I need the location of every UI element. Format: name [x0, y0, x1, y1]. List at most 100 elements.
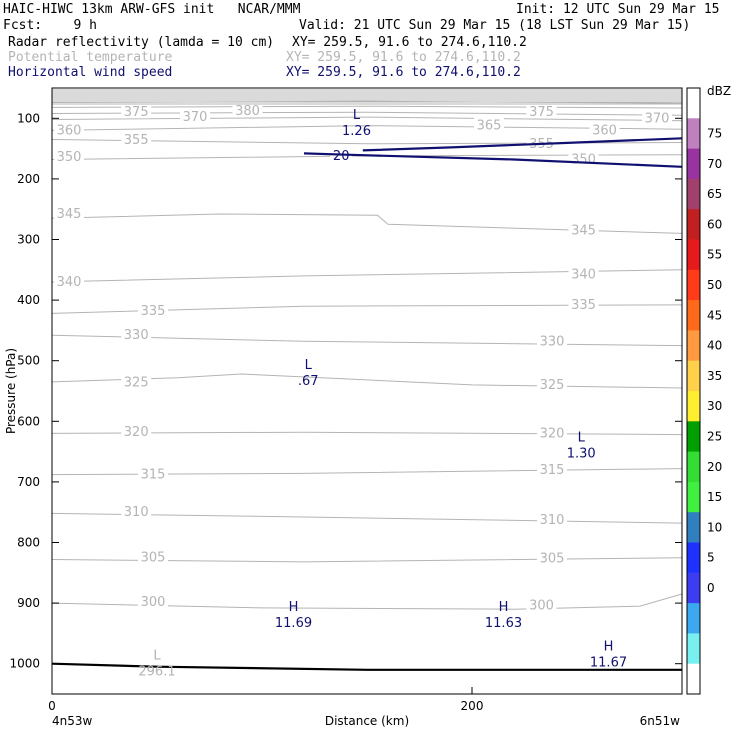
theta-label-375: 375 — [124, 105, 149, 120]
theta-label-360: 360 — [57, 123, 82, 138]
theta-label-bg — [537, 460, 567, 476]
theta-label-320: 320 — [124, 425, 149, 440]
theta-contour-370 — [51, 111, 683, 116]
theta-label-bg — [526, 103, 557, 119]
left-endpoint-label: 4n53w — [52, 714, 93, 728]
extremum-high-marker: H — [289, 600, 299, 615]
colorbar-swatch — [687, 512, 700, 543]
theta-label-bg — [121, 423, 152, 439]
forecast-hour: Fcst: 9 h — [3, 18, 97, 33]
field-wind-xy: XY= 259.5, 91.6 to 274.6,110.2 — [286, 65, 521, 80]
theta-label-370: 370 — [645, 111, 670, 126]
theta-label-bg — [642, 109, 672, 125]
y-tick-label: 1000 — [9, 657, 40, 671]
reflectivity-contours — [51, 662, 682, 671]
theta-label-340: 340 — [571, 268, 596, 283]
colorbar-unit: dBZ — [707, 84, 731, 98]
colorbar-label: 20 — [707, 460, 722, 474]
theta-label-bg — [568, 295, 599, 311]
theta-label-365: 365 — [477, 119, 502, 134]
y-tick-label: 300 — [17, 233, 40, 247]
theta-label-320: 320 — [540, 426, 565, 441]
theta-label-345: 345 — [57, 207, 82, 222]
colorbar-label: 45 — [707, 308, 722, 322]
theta-label-bg — [537, 375, 567, 391]
extremum-high-marker: H — [604, 640, 614, 655]
theta-label-bg — [138, 302, 168, 318]
extremum-high-marker: H — [499, 600, 509, 615]
colorbar-swatch — [687, 209, 700, 240]
field-wind-name: Horizontal wind speed — [8, 65, 173, 80]
theta-label-310: 310 — [540, 513, 565, 528]
theta-contour-360 — [51, 125, 683, 131]
theta-label-bg — [232, 102, 263, 118]
valid-time: Valid: 21 UTC Sun 29 Mar 15 (18 LST Sun … — [299, 18, 691, 33]
y-tick-label: 200 — [17, 172, 40, 186]
extremum-value: 11.67 — [590, 656, 627, 671]
y-tick-label: 600 — [17, 414, 40, 428]
theta-label-335: 335 — [571, 298, 596, 313]
theta-label-bg — [138, 465, 168, 481]
theta-label-bg — [54, 205, 84, 221]
theta-label-bg — [54, 272, 84, 288]
colorbar-swatch — [687, 178, 700, 210]
extremum-low-marker: L — [305, 358, 313, 373]
upper-theta-band — [52, 87, 682, 105]
theta-contour-300 — [51, 593, 683, 610]
theta-label-bg — [54, 148, 84, 164]
theta-label-bg — [138, 548, 168, 564]
theta-contours: 300 300 305 305 310 310 315 315 320 320 325 325 330 3… — [51, 87, 683, 614]
theta-label-bg — [568, 265, 599, 281]
colorbar-swatch — [687, 633, 700, 665]
theta-label-380: 380 — [235, 104, 260, 119]
colorbar-label: 0 — [707, 581, 715, 595]
theta-label-330: 330 — [124, 328, 149, 343]
extremum-low-marker: L — [578, 431, 586, 446]
extremum-value: .67 — [298, 374, 319, 389]
theta-label-315: 315 — [540, 463, 565, 478]
theta-label-350: 350 — [571, 153, 596, 168]
colorbar-swatch — [687, 663, 700, 695]
theta-contour-335 — [51, 304, 683, 314]
theta-label-305: 305 — [141, 551, 166, 566]
theta-contour-325 — [51, 373, 683, 389]
y-tick-label: 400 — [17, 293, 40, 307]
theta-label-315: 315 — [141, 468, 166, 483]
x-tick-label: 200 — [461, 699, 484, 713]
theta-label-bg — [138, 592, 168, 608]
theta-label-350: 350 — [57, 150, 82, 165]
theta-contour-365 — [51, 116, 683, 122]
theta-label-bg — [121, 373, 152, 389]
colorbar-swatch — [687, 451, 700, 483]
colorbar-swatch — [687, 572, 700, 604]
theta-label-360: 360 — [592, 123, 617, 138]
colorbar-swatch — [687, 360, 700, 392]
y-tick-label: 100 — [17, 111, 40, 125]
reflectivity-contour — [51, 662, 682, 671]
theta-label-325: 325 — [540, 378, 565, 393]
theta-label-bg — [568, 221, 599, 237]
colorbar-label: 40 — [707, 339, 722, 353]
extremum-low-marker: L — [153, 649, 161, 664]
colorbar-label: 55 — [707, 248, 722, 262]
theta-label-345: 345 — [571, 223, 596, 238]
theta-label-370: 370 — [183, 110, 208, 125]
colorbar-label: 65 — [707, 187, 722, 201]
field-reflectivity-name: Radar reflectivity (lamda = 10 cm) — [8, 35, 275, 50]
colorbar-swatch — [687, 603, 700, 634]
theta-label-bg — [121, 326, 152, 342]
wind-contour-20-0 — [362, 137, 683, 152]
field-theta-xy: XY= 259.5, 91.6 to 274.6,110.2 — [286, 50, 521, 65]
colorbar-swatch — [687, 421, 700, 453]
theta-label-bg — [121, 103, 152, 119]
theta-label-325: 325 — [124, 376, 149, 391]
theta-label-bg — [589, 121, 620, 137]
theta-label-340: 340 — [57, 275, 82, 290]
x-axis-title: Distance (km) — [325, 714, 409, 728]
colorbar-swatch — [687, 330, 700, 362]
y-axis-title: Pressure (hPa) — [4, 348, 18, 434]
header-title: HAIC-HIWC 13km ARW-GFS init NCAR/MMM — [3, 2, 301, 17]
theta-label-300: 300 — [529, 599, 554, 614]
